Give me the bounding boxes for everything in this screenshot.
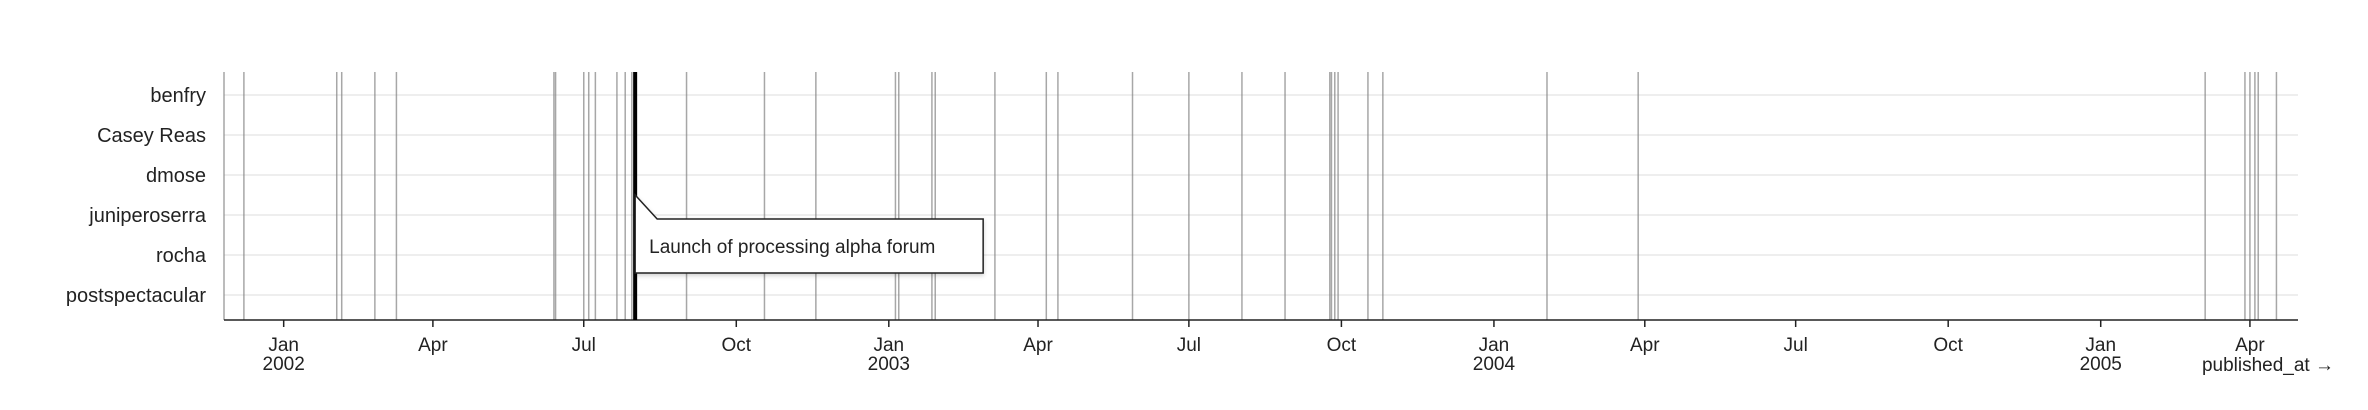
x-tick-label: Jan xyxy=(873,335,904,356)
row-label: Casey Reas xyxy=(97,125,206,147)
x-tick-label: Jul xyxy=(572,335,596,356)
x-tick-year-label: 2004 xyxy=(1473,354,1516,375)
x-tick-label: Jan xyxy=(1479,335,1510,356)
row-label: rocha xyxy=(156,245,207,267)
x-tick-label: Jul xyxy=(1177,335,1201,356)
x-tick-label: Oct xyxy=(1327,335,1357,356)
x-axis-label: published_at → xyxy=(2202,355,2334,376)
event-lines xyxy=(223,72,2278,320)
annotation-text: Launch of processing alpha forum xyxy=(649,237,935,258)
x-tick-label: Apr xyxy=(1023,335,1053,356)
x-tick-label: Apr xyxy=(1630,335,1660,356)
x-tick-label: Oct xyxy=(722,335,752,356)
row-gridlines xyxy=(224,94,2298,296)
x-tick-label: Apr xyxy=(2235,335,2265,356)
row-label: dmose xyxy=(146,165,206,187)
annotation-callout xyxy=(634,193,984,274)
x-tick-label: Jan xyxy=(268,335,299,356)
row-label: postspectacular xyxy=(66,285,206,307)
x-tick-label: Apr xyxy=(418,335,448,356)
x-tick-label: Jan xyxy=(2085,335,2116,356)
highlight-annotation: Launch of processing alpha forum xyxy=(633,72,984,320)
x-tick-label: Jul xyxy=(1784,335,1808,356)
x-tick-label: Oct xyxy=(1933,335,1963,356)
row-label: juniperoserra xyxy=(88,205,207,227)
x-tick-year-label: 2002 xyxy=(263,354,305,375)
x-tick-year-label: 2003 xyxy=(868,354,910,375)
row-labels: benfry Casey Reas dmose juniperoserra rocha p… xyxy=(66,85,207,307)
x-tick-year-label: 2005 xyxy=(2080,354,2122,375)
row-label: benfry xyxy=(150,85,206,107)
